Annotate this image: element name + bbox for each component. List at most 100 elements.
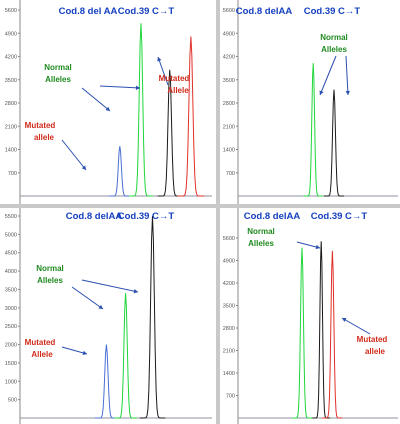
chart-title-text: Cod.39 C→T [311,211,368,222]
annotation-label: Mutated [159,74,190,83]
annotation-arrowhead [82,350,87,356]
chart-title-text: Cod.8 delAA [244,211,301,222]
annotation-label: Allele [31,350,53,359]
y-tick-label: 4200 [223,55,235,61]
y-tick-label: 3500 [5,287,17,293]
chart-title-text: Cod.8 del AA [59,6,118,17]
annotation-label: Alleles [37,276,63,285]
y-tick-label: 4200 [223,281,235,287]
annotation-arrowhead [319,90,324,95]
y-tick-label: 4200 [5,55,17,61]
annotation-arrow [319,55,337,96]
peak-blue [109,146,131,197]
y-tick-label: 4900 [5,31,17,37]
chart-top-left: 700 1400 2100 2800 3500 4200 4900 5600 Cod.8 del… [5,0,212,204]
peak-red [177,36,205,197]
chart-title-text: Cod.8 delAA [236,6,293,17]
annotation-label: Normal [247,227,275,236]
y-tick-label: 1400 [5,148,17,154]
annotation-arrowhead [345,90,350,95]
annotation-label: Normal [44,63,72,72]
y-tick-label: 5600 [5,8,17,14]
annotation-arrowhead [157,57,162,62]
annotation-label: Normal [36,264,64,273]
y-tick-label: 5600 [223,236,235,242]
annotation-arrow [345,55,349,96]
annotation-arrow [61,139,87,171]
y-tick-label: 4900 [223,259,235,265]
y-tick-label: 1400 [223,371,235,377]
annotation-arrowhead [342,318,347,322]
chart-title-text: Cod.39 C→T [304,6,361,17]
panel-top-right: 700 1400 2100 2800 3500 4200 4900 5600 Cod.8 del… [220,0,400,204]
annotation-arrow [341,317,371,335]
annotation-arrowhead [105,106,110,111]
y-tick-label: 3500 [223,78,235,84]
peak-green [291,247,313,419]
y-tick-label: 3500 [5,78,17,84]
peak-green [114,293,138,419]
annotation-label: allele [365,347,386,356]
annotation-arrow [71,286,104,310]
annotation-arrowhead [81,165,86,170]
y-tick-label: 1000 [5,379,17,385]
annotation-arrowhead [315,244,320,250]
y-tick-label: 2100 [5,124,17,130]
annotation-arrow [81,279,139,293]
annotation-label: Normal [320,33,348,42]
peak-green [128,23,154,197]
annotation-label: Alleles [321,45,347,54]
y-tick-label: 2500 [5,324,17,330]
chart-bottom-right: 700 1400 2100 2800 3500 4200 4900 5600 Cod.8 del… [223,208,398,424]
y-tick-label: 2800 [223,101,235,107]
y-tick-label: 2100 [223,124,235,130]
annotation-label: Alleles [45,75,71,84]
y-tick-label: 4000 [5,269,17,275]
annotation-arrowhead [98,304,103,309]
annotation-label: Allele [167,86,189,95]
annotation-label: allele [34,133,55,142]
y-tick-label: 700 [226,171,235,177]
vertical-divider [216,0,220,424]
y-tick-label: 1400 [223,148,235,154]
y-tick-label: 500 [8,398,17,404]
annotation-label: Mutated [25,338,56,347]
peak-black [323,89,345,197]
annotation-arrow [157,56,169,86]
annotation-label: Mutated [25,121,56,130]
y-tick-label: 700 [8,171,17,177]
y-tick-label: 5600 [223,8,235,14]
chart-top-right: 700 1400 2100 2800 3500 4200 4900 5600 Cod.8 del… [223,0,398,204]
peak-black [139,215,166,419]
annotation-label: Alleles [248,239,274,248]
y-tick-label: 3000 [5,306,17,312]
peak-red [322,250,343,419]
chart-bottom-left: 500 1000 1500 2000 2500 3000 3500 4000 4500 5000 5… [5,208,212,424]
y-tick-label: 2100 [223,349,235,355]
y-tick-label: 2800 [5,101,17,107]
panel-bottom-left: 500 1000 1500 2000 2500 3000 3500 4000 4500 5000 5… [0,208,216,424]
y-tick-label: 5500 [5,214,17,220]
y-tick-label: 4900 [223,31,235,37]
y-tick-label: 4500 [5,251,17,257]
y-tick-label: 2800 [223,326,235,332]
peak-green [303,63,323,197]
y-tick-label: 1500 [5,361,17,367]
annotation-arrow [99,85,141,89]
y-tick-label: 2000 [5,343,17,349]
peak-black [312,241,331,419]
y-tick-label: 5000 [5,232,17,238]
chart-title-text: Cod.39 C→T [118,211,175,222]
panel-top-left: 700 1400 2100 2800 3500 4200 4900 5600 Cod.8 del… [0,0,216,204]
panel-bottom-right: 700 1400 2100 2800 3500 4200 4900 5600 Cod.8 del… [220,208,400,424]
chart-title-text: Cod.39 C→T [118,6,175,17]
annotation-arrow [61,346,88,355]
annotation-label: Mutated [357,335,388,344]
peak-blue [94,344,118,419]
chart-title-text: Cod.8 delAA [66,211,123,222]
annotation-arrowhead [133,289,138,294]
annotation-arrowhead [135,85,140,90]
y-tick-label: 700 [226,394,235,400]
annotation-arrow [81,87,111,112]
